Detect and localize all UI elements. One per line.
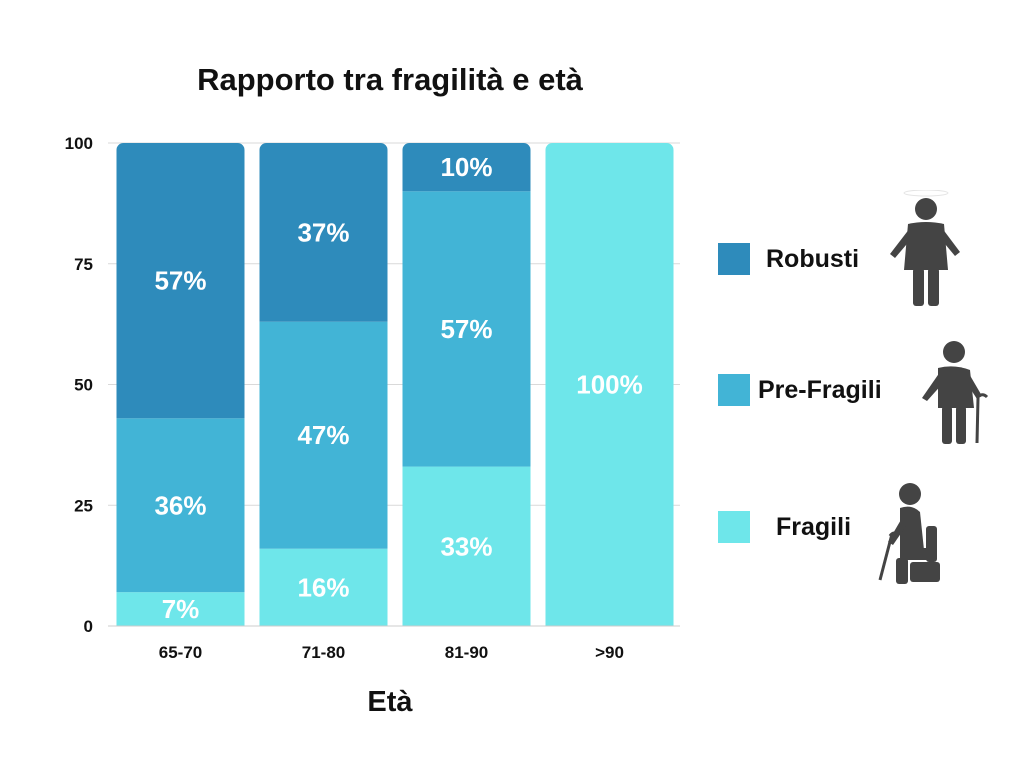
standing-person-icon [890, 190, 960, 306]
legend-item-pre-fragili: Pre-Fragili [718, 373, 882, 407]
data-label: 100% [576, 370, 643, 400]
y-tick-label: 75 [74, 255, 93, 274]
data-label: 33% [440, 531, 492, 561]
y-tick-label: 50 [74, 376, 93, 395]
x-tick-label: >90 [595, 643, 624, 662]
bar-group [259, 143, 388, 626]
bar-segment [402, 466, 531, 626]
data-label: 37% [297, 217, 349, 247]
legend-swatch-fragili [718, 511, 750, 543]
x-tick-label: 65-70 [159, 643, 202, 662]
data-label: 10% [440, 152, 492, 182]
legend-item-fragili: Fragili [718, 510, 851, 544]
chart-title: Rapporto tra fragilità e età [197, 62, 583, 97]
bar-group [402, 143, 531, 626]
legend-label-robusti: Robusti [766, 244, 860, 273]
legend-item-robusti: Robusti [718, 242, 859, 276]
legend-label-fragili: Fragili [776, 512, 852, 541]
bar-segment [259, 321, 388, 549]
bar-segment [402, 191, 531, 467]
person-with-cane-icon [922, 341, 989, 444]
bar-segment [116, 592, 245, 626]
bar-segment [545, 143, 674, 626]
data-label: 47% [297, 420, 349, 450]
bar-group [116, 143, 245, 626]
bars: 7% 36% 57% 16% 47% 37% 33% 57% 10% 100% [116, 143, 674, 626]
x-axis-label: Età [367, 686, 413, 718]
data-label: 57% [154, 266, 206, 296]
x-tick-label: 81-90 [445, 643, 488, 662]
y-tick-label: 0 [84, 617, 93, 636]
data-label: 36% [154, 490, 206, 520]
legend-label-pre-fragili: Pre-Fragili [758, 375, 882, 404]
bar-segment [259, 143, 388, 322]
legend-swatch-pre-fragili [718, 374, 750, 406]
x-tick-label: 71-80 [302, 643, 345, 662]
bar-segment [116, 418, 245, 593]
data-label: 57% [440, 314, 492, 344]
axes: 0 25 50 75 100 65-70 71-80 81-90 >90 [65, 134, 680, 662]
y-tick-label: 100 [65, 134, 93, 153]
legend-swatch-robusti [718, 243, 750, 275]
bar-segment [402, 143, 531, 192]
seated-person-with-cane-icon [878, 483, 940, 584]
data-label: 7% [162, 594, 200, 624]
bar-segment [259, 548, 388, 626]
y-tick-label: 25 [74, 496, 93, 515]
bar-segment [116, 143, 245, 419]
data-label: 16% [297, 572, 349, 602]
bar-group [545, 143, 674, 626]
